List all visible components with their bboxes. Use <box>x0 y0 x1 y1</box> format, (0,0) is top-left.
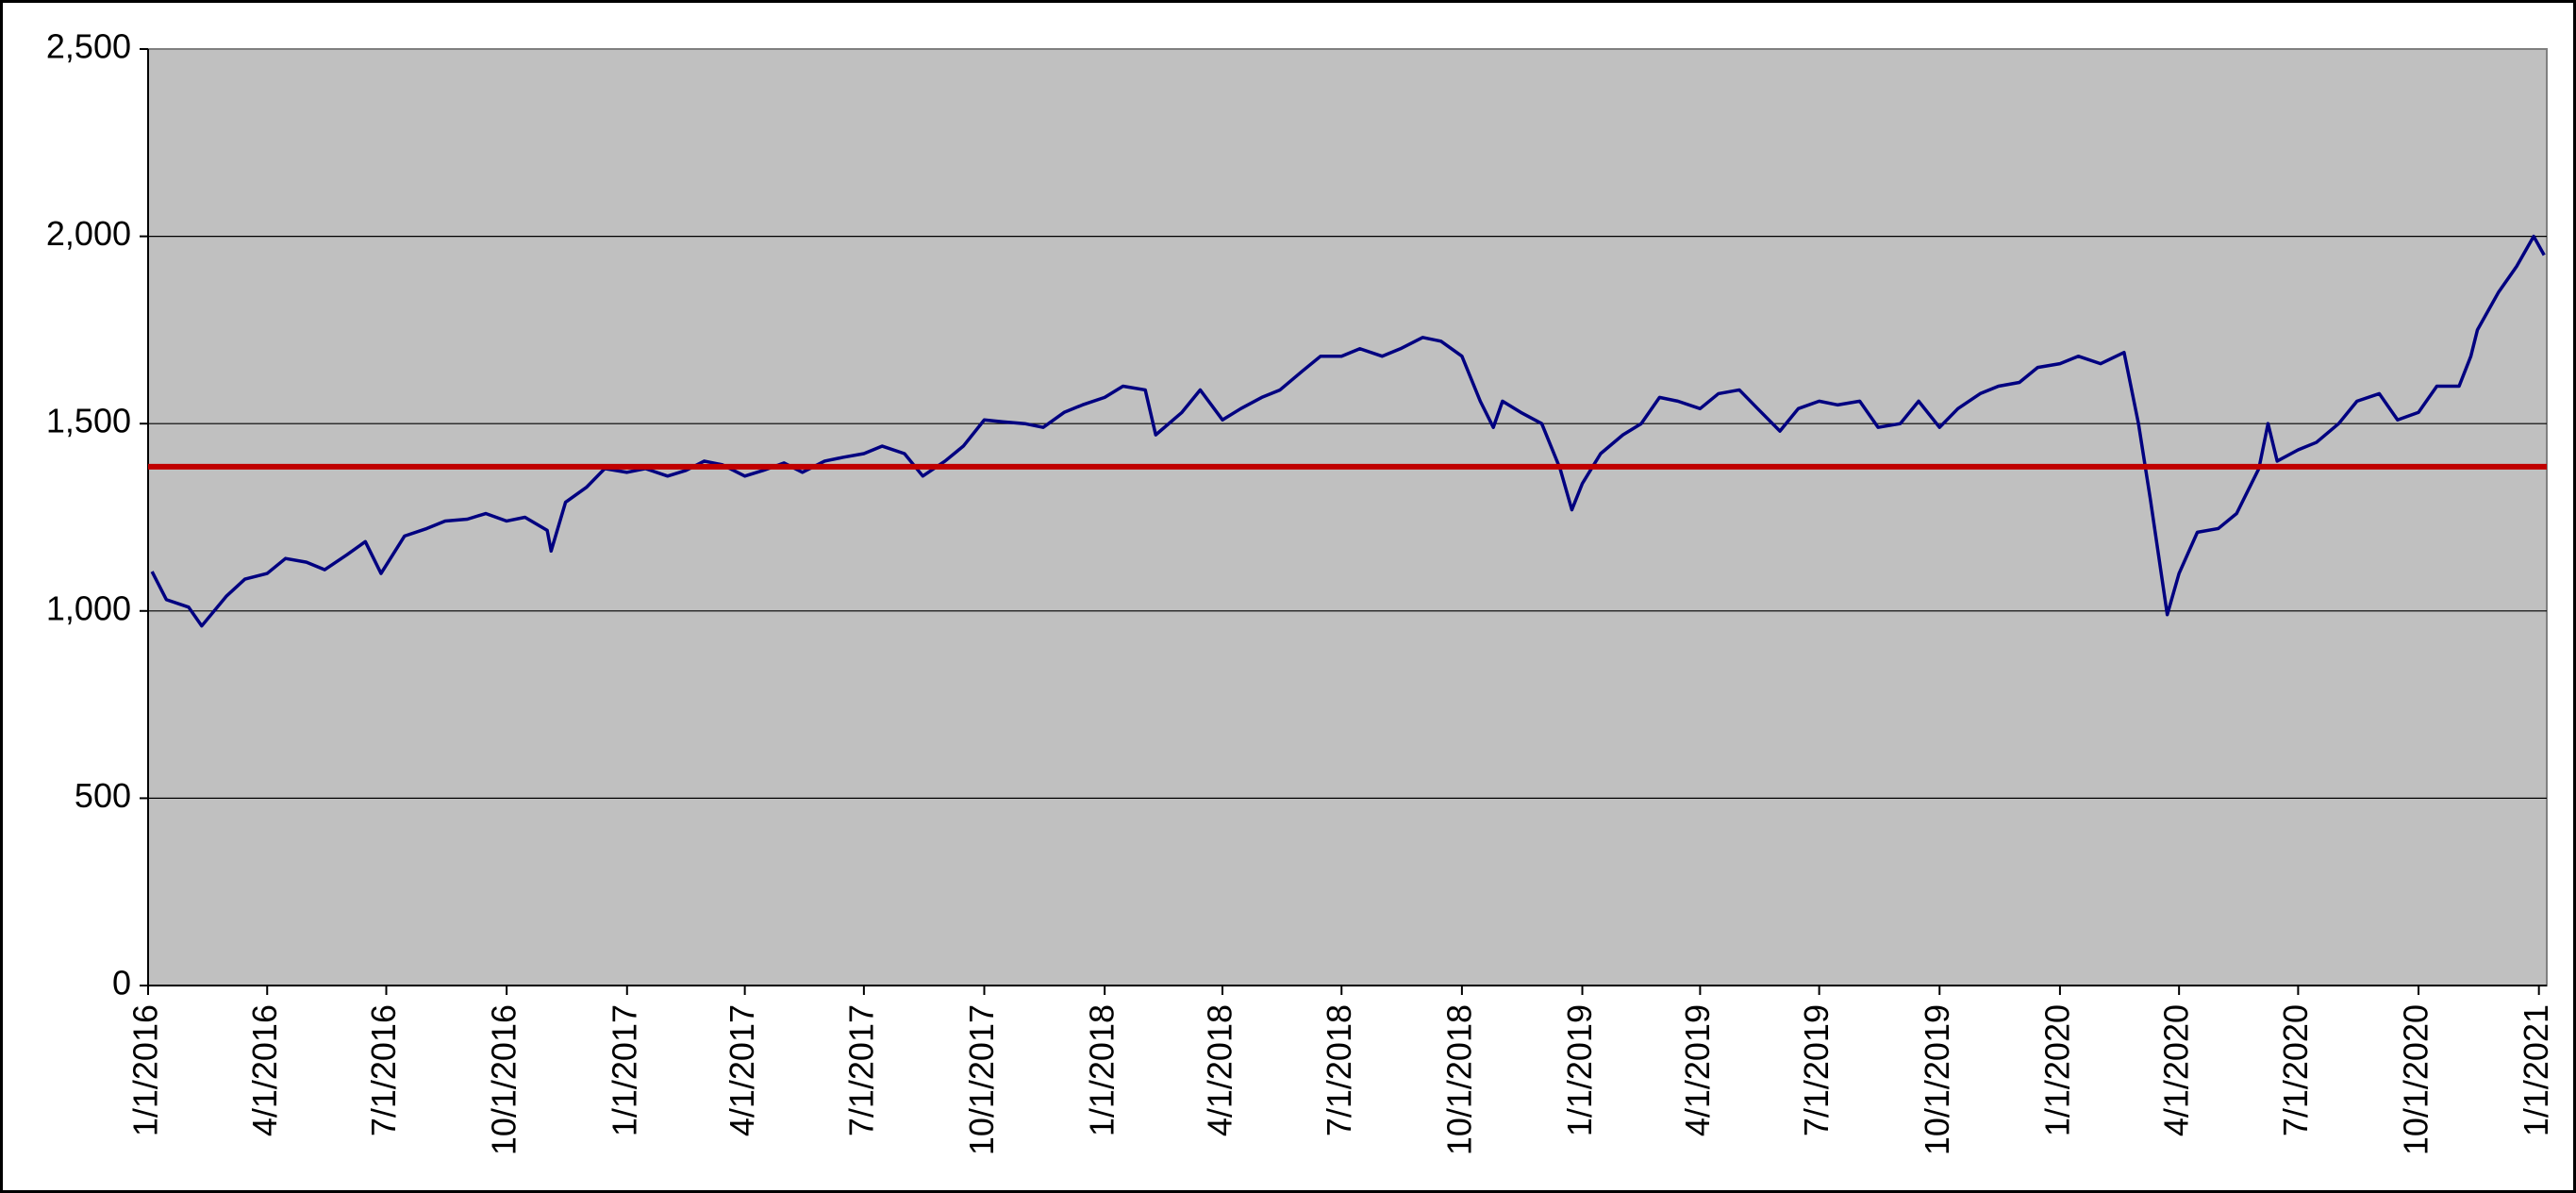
y-tick-label: 1,000 <box>46 588 131 627</box>
x-tick-label: 4/1/2016 <box>245 1004 284 1136</box>
x-tick-label: 1/1/2017 <box>605 1004 643 1136</box>
plot-area <box>147 48 2548 986</box>
x-tick-label: 4/1/2020 <box>2157 1004 2196 1136</box>
x-tick-label: 7/1/2020 <box>2276 1004 2315 1136</box>
x-tick-label: 1/1/2018 <box>1083 1004 1122 1136</box>
y-tick-label: 2,000 <box>46 214 131 253</box>
y-tick-label: 2,500 <box>46 27 131 66</box>
series-line <box>150 234 2546 628</box>
x-tick-label: 1/1/2021 <box>2517 1004 2555 1136</box>
y-tick-label: 0 <box>112 964 131 1002</box>
x-tick-label: 4/1/2017 <box>723 1004 761 1136</box>
x-tick-label: 1/1/2019 <box>1560 1004 1599 1136</box>
x-tick-label: 10/1/2017 <box>962 1004 1001 1155</box>
x-tick-label: 4/1/2018 <box>1201 1004 1239 1136</box>
x-tick-label: 7/1/2016 <box>364 1004 403 1136</box>
x-tick-label: 1/1/2020 <box>2037 1004 2076 1136</box>
x-tick-label: 4/1/2019 <box>1678 1004 1717 1136</box>
x-tick-label: 10/1/2018 <box>1439 1004 1478 1155</box>
x-tick-label: 10/1/2016 <box>485 1004 524 1155</box>
x-tick-label: 7/1/2018 <box>1320 1004 1358 1136</box>
x-tick-label: 10/1/2019 <box>1918 1004 1956 1155</box>
y-tick-label: 1,500 <box>46 402 131 440</box>
y-tick-label: 500 <box>75 776 131 815</box>
x-tick-label: 7/1/2017 <box>841 1004 880 1136</box>
x-tick-label: 7/1/2019 <box>1797 1004 1836 1136</box>
x-tick-label: 1/1/2016 <box>126 1004 165 1136</box>
x-tick-label: 10/1/2020 <box>2397 1004 2435 1155</box>
